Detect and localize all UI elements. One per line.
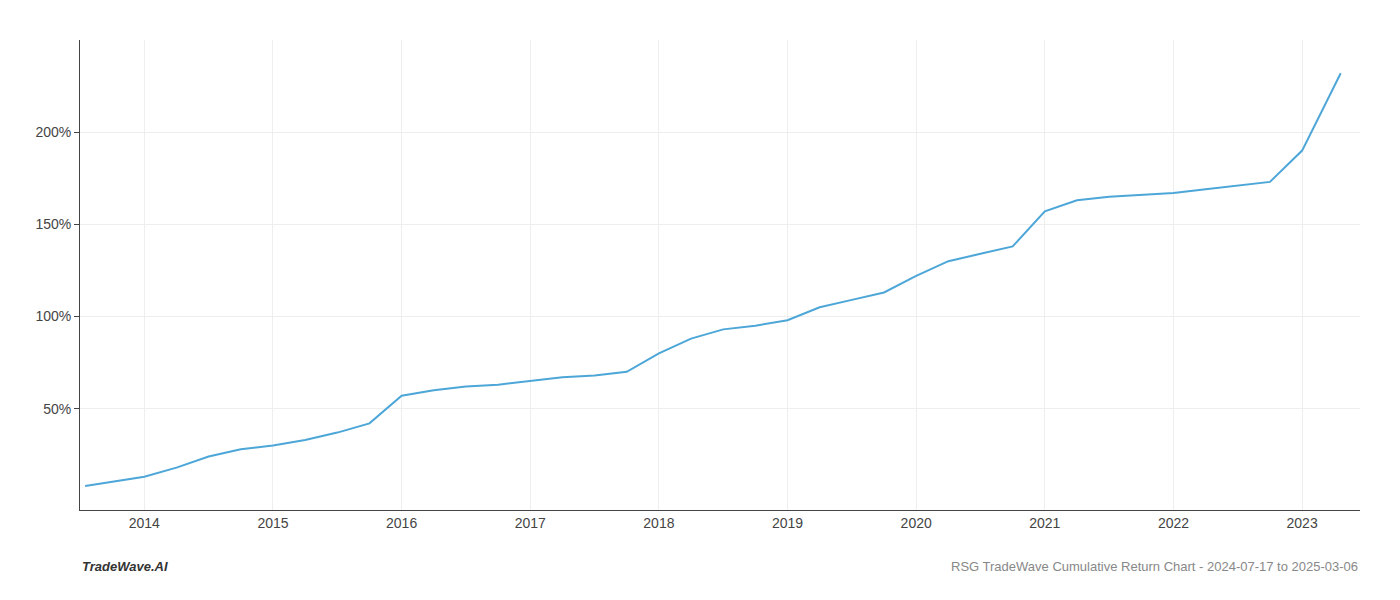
svg-text:2014: 2014 [129,515,160,531]
svg-text:2021: 2021 [1029,515,1060,531]
svg-text:2023: 2023 [1287,515,1318,531]
svg-text:TradeWave.AI: TradeWave.AI [82,559,168,574]
svg-text:50%: 50% [43,401,71,417]
svg-text:RSG TradeWave Cumulative Retur: RSG TradeWave Cumulative Return Chart - … [951,559,1358,574]
svg-text:200%: 200% [35,124,71,140]
svg-text:2015: 2015 [257,515,288,531]
svg-text:2018: 2018 [643,515,674,531]
svg-text:100%: 100% [35,308,71,324]
svg-text:150%: 150% [35,216,71,232]
svg-text:2022: 2022 [1158,515,1189,531]
svg-text:2016: 2016 [386,515,417,531]
svg-text:2020: 2020 [901,515,932,531]
svg-text:2017: 2017 [515,515,546,531]
svg-text:2019: 2019 [772,515,803,531]
